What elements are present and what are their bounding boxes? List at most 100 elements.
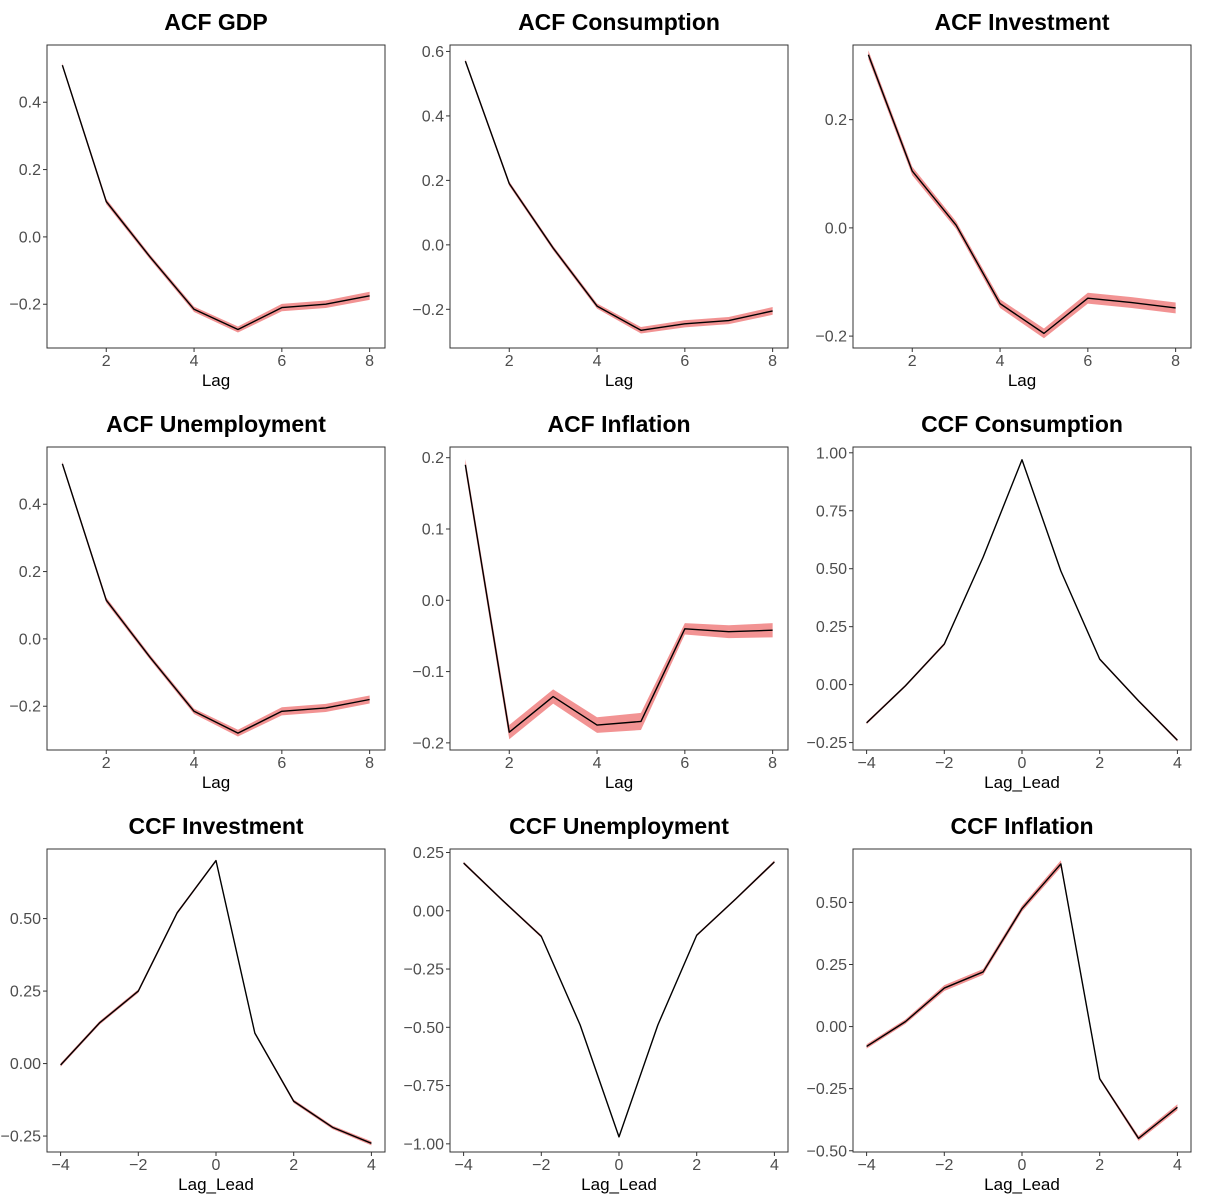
y-tick-label: −0.2 bbox=[815, 329, 847, 346]
y-tick-label: 0.0 bbox=[825, 220, 847, 237]
y-tick-label: −0.50 bbox=[404, 1020, 445, 1037]
chart-svg: CCF Consumption −4 −2 0 2 4 1.00 0.75 0.50 0.25 0.… bbox=[807, 411, 1192, 792]
chart-svg: ACF Inflation 2 4 6 8 0.2 0.1 0.0 −0.1 −0.2 Lag bbox=[412, 411, 789, 792]
x-axis-label: Lag bbox=[605, 371, 633, 390]
mean-line bbox=[867, 54, 1176, 335]
confidence-band bbox=[866, 459, 1178, 742]
plot-frame bbox=[46, 44, 386, 349]
panel-acf-consumption: ACF Consumption 2 4 6 8 0.6 0.4 0.2 0.0 −0.2 Lag bbox=[403, 0, 806, 400]
y-tick-label: 0.2 bbox=[19, 162, 41, 179]
chart-title: CCF Consumption bbox=[921, 411, 1123, 437]
confidence-band bbox=[465, 59, 773, 334]
x-axis-label: Lag bbox=[202, 371, 230, 390]
x-tick-label: 4 bbox=[190, 755, 199, 772]
x-tick-label: 6 bbox=[680, 755, 689, 772]
x-tick-label: −2 bbox=[935, 755, 953, 772]
y-tick-label: −0.75 bbox=[404, 1078, 445, 1095]
plot-frame bbox=[46, 446, 386, 751]
x-tick-label: 0 bbox=[1018, 755, 1027, 772]
y-tick-label: 0.0 bbox=[422, 593, 444, 610]
x-tick-label: −2 bbox=[532, 1157, 550, 1174]
x-tick-label: 2 bbox=[505, 755, 514, 772]
y-tick-label: −0.25 bbox=[404, 962, 445, 979]
x-tick-label: 0 bbox=[615, 1157, 624, 1174]
x-tick-label: 2 bbox=[102, 755, 111, 772]
y-tick-label: 0.1 bbox=[422, 521, 444, 538]
y-tick-label: −0.2 bbox=[9, 699, 41, 716]
y-tick-label: 0.50 bbox=[816, 561, 847, 578]
x-tick-label: 2 bbox=[908, 353, 917, 370]
panel-acf-unemployment: ACF Unemployment 2 4 6 8 0.4 0.2 0.0 −0.2 Lag bbox=[0, 402, 403, 802]
y-tick-label: 0.75 bbox=[816, 503, 847, 520]
x-tick-label: 4 bbox=[770, 1157, 779, 1174]
x-tick-label: 6 bbox=[1083, 353, 1092, 370]
x-axis-label: Lag bbox=[1008, 371, 1036, 390]
x-tick-label: 4 bbox=[593, 755, 602, 772]
plot-frame bbox=[852, 446, 1192, 751]
chart-svg: ACF Investment 2 4 6 8 0.2 0.0 −0.2 Lag bbox=[815, 9, 1192, 390]
plot-frame bbox=[46, 848, 386, 1153]
x-tick-label: −4 bbox=[454, 1157, 472, 1174]
mean-line bbox=[463, 861, 775, 1138]
x-tick-label: 4 bbox=[1173, 1157, 1182, 1174]
y-tick-label: 1.00 bbox=[816, 445, 847, 462]
confidence-band bbox=[62, 63, 370, 333]
mean-line bbox=[866, 863, 1178, 1140]
x-tick-label: −2 bbox=[935, 1157, 953, 1174]
x-tick-label: 0 bbox=[212, 1157, 221, 1174]
mean-line bbox=[61, 463, 370, 734]
confidence-band bbox=[62, 461, 370, 737]
x-axis-label: Lag_Lead bbox=[984, 1175, 1060, 1194]
y-tick-label: 0.6 bbox=[422, 44, 444, 61]
y-tick-label: 0.2 bbox=[825, 112, 847, 129]
plot-frame bbox=[852, 848, 1192, 1153]
confidence-band bbox=[60, 859, 372, 1146]
y-tick-label: −0.2 bbox=[412, 302, 444, 319]
plot-frame bbox=[449, 446, 789, 751]
x-tick-label: 4 bbox=[1173, 755, 1182, 772]
x-axis-label: Lag_Lead bbox=[581, 1175, 657, 1194]
x-axis-label: Lag bbox=[605, 773, 633, 792]
y-tick-label: −0.50 bbox=[807, 1143, 848, 1160]
x-tick-label: 2 bbox=[102, 353, 111, 370]
x-tick-label: 4 bbox=[367, 1157, 376, 1174]
y-tick-label: 0.25 bbox=[816, 619, 847, 636]
panel-ccf-inflation: CCF Inflation −4 −2 0 2 4 0.50 0.25 0.00 −0.25 −0.… bbox=[806, 804, 1209, 1204]
plot-frame bbox=[449, 848, 789, 1153]
panel-ccf-unemployment: CCF Unemployment −4 −2 0 2 4 0.25 0.00 −0.25 −0.5… bbox=[403, 804, 806, 1204]
x-tick-label: 2 bbox=[505, 353, 514, 370]
x-tick-label: 8 bbox=[768, 353, 777, 370]
mean-line bbox=[464, 60, 773, 331]
chart-svg: CCF Inflation −4 −2 0 2 4 0.50 0.25 0.00 −0.25 −0.… bbox=[807, 813, 1192, 1194]
y-tick-label: 0.2 bbox=[422, 173, 444, 190]
x-tick-label: −2 bbox=[129, 1157, 147, 1174]
x-tick-label: 8 bbox=[1171, 353, 1180, 370]
mean-line bbox=[60, 859, 372, 1144]
panel-ccf-investment: CCF Investment −4 −2 0 2 4 0.50 0.25 0.00 −0.25 La… bbox=[0, 804, 403, 1204]
chart-title: ACF Unemployment bbox=[106, 411, 326, 437]
mean-line bbox=[61, 64, 370, 331]
y-tick-label: −0.2 bbox=[9, 297, 41, 314]
x-tick-label: 4 bbox=[190, 353, 199, 370]
y-tick-label: −0.25 bbox=[807, 735, 848, 752]
x-tick-label: 4 bbox=[996, 353, 1005, 370]
y-tick-label: 0.4 bbox=[422, 108, 444, 125]
mean-line bbox=[866, 459, 1178, 741]
confidence-band bbox=[866, 860, 1178, 1141]
chart-svg: ACF Consumption 2 4 6 8 0.6 0.4 0.2 0.0 −0.2 Lag bbox=[412, 9, 789, 390]
y-tick-label: 0.50 bbox=[816, 895, 847, 912]
panel-acf-inflation: ACF Inflation 2 4 6 8 0.2 0.1 0.0 −0.1 −0.2 Lag bbox=[403, 402, 806, 802]
confidence-band bbox=[868, 50, 1176, 339]
x-tick-label: 2 bbox=[1095, 755, 1104, 772]
chart-title: ACF Inflation bbox=[547, 411, 690, 437]
x-tick-label: 6 bbox=[277, 755, 286, 772]
x-tick-label: 8 bbox=[365, 755, 374, 772]
y-tick-label: 0.50 bbox=[10, 911, 41, 928]
x-tick-label: 2 bbox=[289, 1157, 298, 1174]
y-tick-label: 0.4 bbox=[19, 497, 41, 514]
chart-title: CCF Investment bbox=[128, 813, 303, 839]
y-tick-label: 0.0 bbox=[422, 237, 444, 254]
y-tick-label: 0.25 bbox=[413, 845, 444, 862]
x-axis-label: Lag bbox=[202, 773, 230, 792]
x-tick-label: 2 bbox=[692, 1157, 701, 1174]
